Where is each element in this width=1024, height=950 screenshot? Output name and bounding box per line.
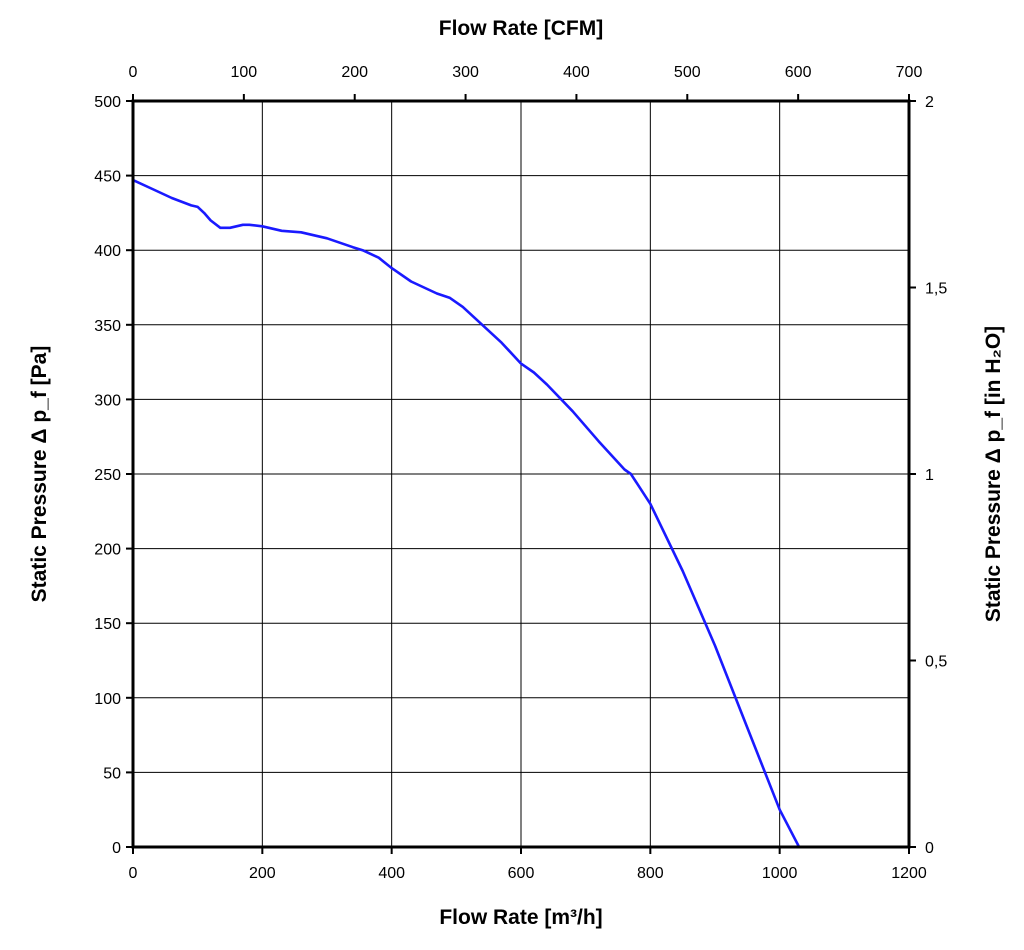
y-tick-label: 300 <box>94 392 121 409</box>
top-tick-label: 200 <box>341 64 368 81</box>
right-tick-label: 0,5 <box>925 654 947 671</box>
top-tick-label: 400 <box>563 64 590 81</box>
y-tick-label: 50 <box>103 765 121 782</box>
top-tick-label: 100 <box>231 64 258 81</box>
top-tick-label: 300 <box>452 64 479 81</box>
x-axis-title: Flow Rate [m³/h] <box>439 906 602 929</box>
x-tick-label: 800 <box>637 865 664 882</box>
y-tick-label: 400 <box>94 243 121 260</box>
top-tick-label: 0 <box>129 64 138 81</box>
x-tick-label: 0 <box>129 865 138 882</box>
series-line-static-pressure <box>131 178 801 849</box>
y-tick-label: 250 <box>94 467 121 484</box>
right-tick-label: 1,5 <box>925 281 947 298</box>
right-tick-label: 0 <box>925 840 934 857</box>
y-tick-label: 350 <box>94 318 121 335</box>
x-tick-label: 400 <box>378 865 405 882</box>
top-tick-label: 600 <box>785 64 812 81</box>
y-tick-label: 0 <box>112 840 121 857</box>
x-tick-label: 1000 <box>762 865 798 882</box>
right-tick-label: 2 <box>925 94 934 111</box>
tick-marks <box>126 94 916 854</box>
y-tick-label: 500 <box>94 94 121 111</box>
y-tick-label: 450 <box>94 169 121 186</box>
tick-labels: 0 200 400 600 800 1000 12000501001502002503003… <box>94 64 947 882</box>
top-axis-title: Flow Rate [CFM] <box>439 17 603 40</box>
y-tick-label: 100 <box>94 691 121 708</box>
top-tick-label: 700 <box>896 64 923 81</box>
right-axis-title: Static Pressure Δ p_f [in H₂O] <box>982 326 1005 622</box>
left-axis-title: Static Pressure Δ p_f [Pa] <box>28 346 51 603</box>
x-tick-label: 200 <box>249 865 276 882</box>
top-tick-label: 500 <box>674 64 701 81</box>
right-tick-label: 1 <box>925 467 934 484</box>
gridlines <box>132 100 910 848</box>
x-tick-label: 1200 <box>891 865 927 882</box>
y-tick-label: 200 <box>94 542 121 559</box>
y-tick-label: 150 <box>94 616 121 633</box>
x-tick-label: 600 <box>508 865 535 882</box>
series-layer <box>131 178 801 849</box>
